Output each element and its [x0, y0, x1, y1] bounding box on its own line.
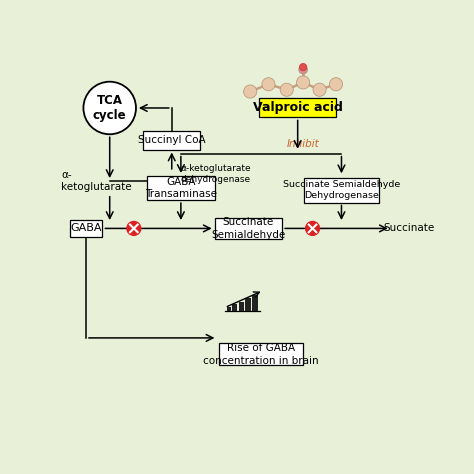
- Circle shape: [244, 85, 257, 98]
- Text: α-
ketoglutarate: α- ketoglutarate: [61, 170, 132, 192]
- Circle shape: [299, 65, 308, 74]
- Bar: [238, 302, 244, 310]
- Circle shape: [297, 76, 310, 89]
- Text: Succinyl CoA: Succinyl CoA: [138, 135, 206, 145]
- FancyBboxPatch shape: [144, 131, 200, 150]
- Bar: [232, 304, 237, 310]
- Bar: [227, 307, 231, 310]
- Circle shape: [83, 82, 136, 134]
- Text: Rise of GABA
concentration in brain: Rise of GABA concentration in brain: [203, 343, 319, 365]
- Bar: [245, 299, 251, 310]
- Text: GABA
Transaminase: GABA Transaminase: [145, 177, 217, 200]
- FancyBboxPatch shape: [304, 178, 379, 202]
- Circle shape: [306, 221, 319, 236]
- Circle shape: [262, 78, 275, 91]
- FancyBboxPatch shape: [147, 176, 215, 200]
- FancyBboxPatch shape: [215, 218, 282, 239]
- Text: Valproic acid: Valproic acid: [253, 101, 343, 115]
- Text: GABA: GABA: [70, 223, 102, 233]
- Text: Inhibit: Inhibit: [287, 139, 319, 149]
- Circle shape: [280, 83, 293, 96]
- Circle shape: [300, 64, 307, 71]
- Circle shape: [313, 83, 326, 96]
- Text: α-ketoglutarate
dehydrogenase: α-ketoglutarate dehydrogenase: [181, 164, 252, 184]
- FancyBboxPatch shape: [219, 343, 303, 365]
- Text: Succinate Semialdehyde
Dehydrogenase: Succinate Semialdehyde Dehydrogenase: [283, 180, 400, 200]
- Circle shape: [127, 221, 141, 236]
- Circle shape: [329, 78, 343, 91]
- Text: Succinate
Semialdehyde: Succinate Semialdehyde: [211, 217, 285, 240]
- FancyBboxPatch shape: [70, 220, 102, 237]
- Text: Succinate: Succinate: [383, 223, 435, 233]
- FancyBboxPatch shape: [259, 99, 336, 118]
- Bar: [253, 295, 258, 310]
- Text: TCA
cycle: TCA cycle: [93, 94, 127, 122]
